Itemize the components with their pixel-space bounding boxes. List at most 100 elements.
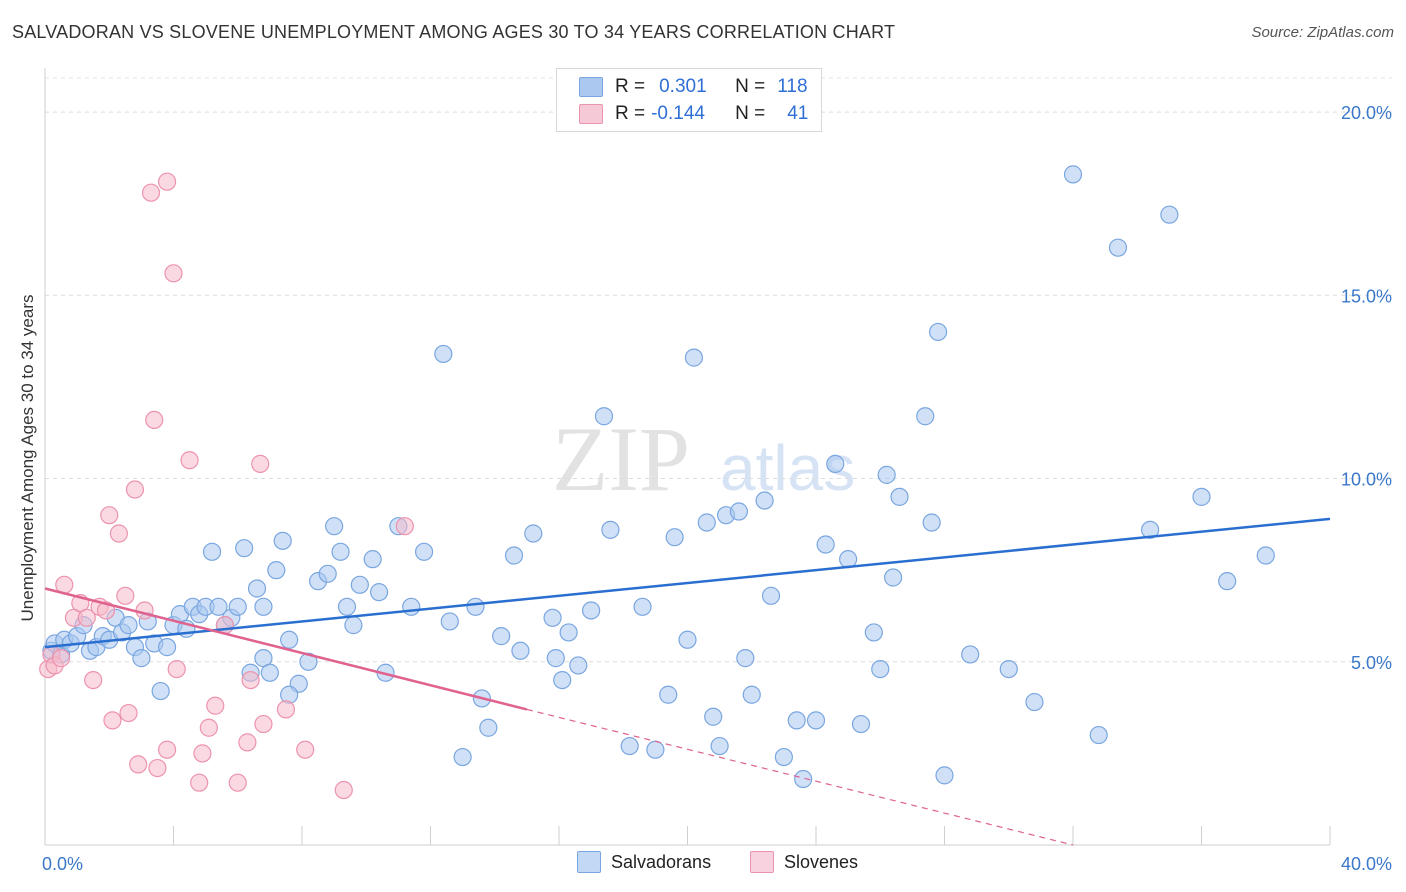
salvadoran-point [594, 407, 614, 426]
legend-n-value: 118 [777, 76, 808, 97]
slovene-point [296, 740, 315, 759]
salvadoran-point [511, 641, 530, 660]
salvadoran-point [318, 564, 337, 583]
salvadoran-point [325, 517, 344, 536]
gridlines [45, 77, 1392, 663]
salvadoran-point [543, 608, 562, 627]
salvadoran-point [331, 542, 350, 561]
salvadoran-point [1192, 487, 1211, 506]
slovene-point [164, 264, 183, 283]
watermark-zip: ZIP [552, 408, 690, 510]
slovene-point [129, 755, 148, 774]
salvadoran-point [209, 597, 228, 616]
salvadoran-point [916, 407, 935, 426]
salvadoran-point [337, 597, 357, 616]
salvadoran-point [273, 531, 292, 550]
y-tick-label: 15.0% [1341, 286, 1392, 306]
salvadoran-point [479, 718, 498, 737]
salvadoran-point [151, 681, 170, 701]
slovenes-swatch [579, 104, 603, 124]
salvadoran-point [883, 568, 903, 587]
slovene-point [199, 718, 218, 737]
salvadoran-point [826, 454, 845, 473]
slovenes-legend-swatch [750, 851, 774, 873]
legend-r-label: R = [615, 103, 646, 124]
slovene-point [116, 586, 135, 605]
salvadoran-point [620, 736, 639, 756]
salvadoran-point [1218, 572, 1237, 591]
slovene-point [119, 703, 138, 723]
salvadoran-point [370, 583, 389, 602]
bottom-legend-salvadorans: Salvadorans [577, 851, 711, 873]
y-axis-title: Unemployment Among Ages 30 to 34 years [18, 295, 37, 622]
legend-r-value: 0.301 [659, 76, 707, 97]
slovene-point [109, 524, 128, 543]
slovenes-trend-line [44, 587, 528, 711]
slovene-point [51, 649, 71, 668]
chart-title: SALVADORAN VS SLOVENE UNEMPLOYMENT AMONG… [12, 22, 896, 42]
salvadoran-point [1108, 238, 1128, 257]
salvadoran-point [601, 520, 620, 539]
salvadoran-point [254, 597, 273, 616]
salvadoran-point [729, 502, 749, 521]
slovene-point [157, 172, 177, 191]
slovenes-legend-label: Slovenes [784, 851, 859, 872]
salvadoran-point [559, 623, 578, 642]
series-slovenes [39, 172, 414, 800]
x-tick-label: 40.0% [1341, 854, 1392, 874]
salvadoran-point [434, 344, 453, 364]
salvadoran-point [928, 322, 948, 342]
salvadoran-point [684, 348, 704, 367]
salvadoran-point [659, 685, 678, 704]
salvadoran-point [710, 736, 729, 756]
salvadoran-point [569, 656, 588, 675]
salvadoran-point [524, 524, 543, 543]
salvadorans-trend-line [44, 517, 1331, 649]
salvadoran-point [157, 638, 177, 657]
trend-lines [44, 517, 1331, 846]
slovene-point [96, 601, 116, 620]
slovenes-trend-extension [526, 708, 1074, 846]
slovene-point [206, 696, 225, 715]
slovene-point [395, 517, 414, 536]
legend-n-value: 41 [787, 103, 809, 124]
salvadoran-point [414, 542, 434, 561]
slovene-point [276, 700, 296, 719]
slovene-point [84, 670, 103, 690]
salvadoran-point [228, 597, 247, 616]
salvadoran-point [546, 649, 565, 668]
salvadoran-point [132, 649, 151, 668]
y-tick-label: 20.0% [1341, 103, 1392, 123]
salvadoran-point [247, 579, 267, 598]
salvadoran-point [453, 747, 472, 767]
salvadoran-point [794, 769, 813, 789]
slovene-point [251, 454, 270, 473]
salvadoran-point [119, 616, 138, 635]
salvadoran-point [1140, 520, 1160, 539]
slovene-point [100, 506, 119, 525]
slovene-point [254, 714, 273, 734]
salvadoran-point [806, 711, 826, 730]
salvadoran-point [787, 711, 806, 730]
salvadoran-point [553, 670, 572, 690]
slovene-point [228, 773, 247, 792]
salvadoran-point [1256, 546, 1275, 565]
salvadoran-point [890, 487, 909, 506]
salvadoran-point [761, 586, 781, 605]
salvadoran-point [402, 597, 421, 616]
salvadoran-point [280, 630, 299, 649]
correlation-legend: R = 0.301 N = 118 R = -0.144 N = 41 [556, 68, 822, 132]
salvadoran-point [440, 612, 459, 631]
salvadoran-point [697, 513, 716, 532]
salvadoran-point [492, 627, 511, 646]
salvadoran-point [665, 528, 684, 547]
salvadoran-point [961, 645, 980, 664]
bottom-legend-slovenes: Slovenes [750, 851, 858, 873]
slovene-point [135, 601, 154, 620]
slovene-point [141, 183, 161, 202]
slovene-point [157, 740, 177, 759]
salvadoran-point [260, 663, 279, 682]
y-tick-label: 5.0% [1351, 653, 1392, 673]
slovene-point [77, 608, 96, 627]
salvadoran-point [1089, 725, 1108, 745]
